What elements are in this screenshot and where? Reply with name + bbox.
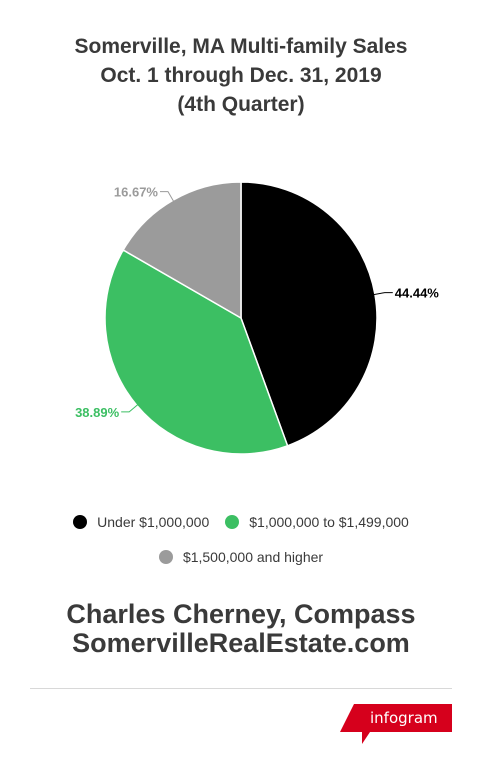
legend-row-2: $1,500,000 and higher — [0, 549, 482, 565]
title-line-2: Oct. 1 through Dec. 31, 2019 — [100, 64, 382, 87]
legend-swatch — [158, 550, 173, 564]
title-line-1: Somerville, MA Multi-family Sales — [74, 35, 408, 58]
legend-swatch — [225, 515, 240, 529]
footer-website: SomervilleRealEstate.com — [72, 628, 410, 658]
footer-divider — [30, 688, 452, 689]
pie-chart: 44.44% 38.89% 16.67% — [75, 181, 440, 455]
pie-data-label: 38.89% — [75, 405, 120, 420]
legend-label: $1,000,000 to $1,499,000 — [249, 514, 409, 530]
legend-label: Under $1,000,000 — [97, 514, 210, 530]
infogram-label[interactable]: infogram — [370, 709, 438, 727]
infogram-logo-icon[interactable] — [340, 704, 454, 746]
title-line-3: (4th Quarter) — [177, 93, 305, 116]
chart-title: Somerville, MA Multi-family Sales Oct. 1… — [0, 32, 482, 119]
pie-leader-line — [159, 191, 175, 203]
legend-row-1: Under $1,000,000 $1,000,000 to $1,499,00… — [0, 514, 482, 530]
legend-swatch — [73, 515, 88, 529]
pie-data-label: 16.67% — [114, 185, 159, 200]
legend-item-1m-to-1499k[interactable]: $1,000,000 to $1,499,000 — [225, 514, 409, 530]
pie-leader-line — [372, 292, 393, 296]
legend-label: $1,500,000 and higher — [182, 549, 324, 565]
pie-leader-line — [121, 403, 139, 413]
footer-author: Charles Cherney, Compass — [66, 599, 416, 629]
pie-data-label: 44.44% — [395, 286, 440, 301]
legend-item-1500k-plus[interactable]: $1,500,000 and higher — [158, 549, 324, 565]
legend-item-under-1m[interactable]: Under $1,000,000 — [73, 514, 209, 530]
